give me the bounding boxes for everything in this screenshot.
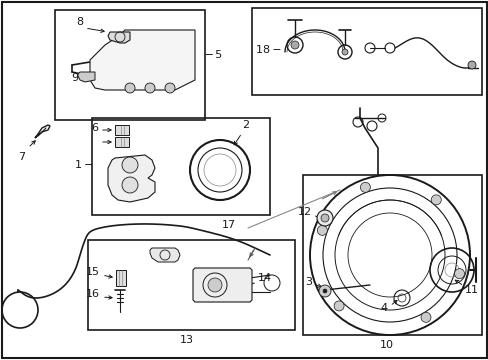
Bar (303, 175, 481, 335)
Polygon shape (108, 32, 130, 43)
Circle shape (122, 157, 138, 173)
Text: 11: 11 (464, 285, 478, 295)
Text: 17: 17 (222, 220, 236, 230)
Text: 10: 10 (379, 340, 393, 350)
Text: 7: 7 (19, 152, 25, 162)
Bar (88, 240, 294, 330)
Text: 16: 16 (86, 289, 100, 299)
Bar (116, 270, 126, 286)
Polygon shape (108, 155, 155, 202)
Text: 1 ─: 1 ─ (75, 160, 92, 170)
Circle shape (318, 285, 330, 297)
Circle shape (317, 225, 326, 235)
Circle shape (122, 177, 138, 193)
Circle shape (145, 83, 155, 93)
Circle shape (164, 83, 175, 93)
Circle shape (125, 83, 135, 93)
Polygon shape (90, 30, 195, 90)
Circle shape (420, 312, 430, 322)
Bar (251, 8, 481, 95)
Circle shape (320, 214, 328, 222)
Polygon shape (150, 248, 180, 262)
Text: 2: 2 (242, 120, 248, 130)
Text: 6: 6 (91, 123, 98, 133)
Text: 15: 15 (86, 267, 100, 277)
Text: ─ 5: ─ 5 (204, 50, 222, 60)
Text: 18 ─: 18 ─ (256, 45, 280, 55)
Text: 14: 14 (258, 273, 271, 283)
Circle shape (454, 269, 464, 279)
Text: 13: 13 (180, 335, 194, 345)
Text: 4: 4 (380, 303, 387, 313)
Bar (55, 10, 204, 120)
Circle shape (323, 289, 326, 293)
Circle shape (360, 183, 369, 192)
Bar (115, 137, 129, 147)
Text: 9: 9 (71, 73, 78, 83)
Circle shape (316, 210, 332, 226)
Circle shape (333, 301, 344, 311)
Circle shape (430, 195, 440, 205)
Polygon shape (78, 72, 95, 82)
Text: 8: 8 (76, 17, 83, 27)
Text: 3: 3 (305, 277, 311, 287)
Circle shape (341, 49, 347, 55)
Circle shape (467, 61, 475, 69)
Polygon shape (193, 268, 251, 302)
Circle shape (290, 41, 298, 49)
Text: 12: 12 (297, 207, 311, 217)
Bar (92, 118, 269, 215)
Bar (115, 125, 129, 135)
Circle shape (207, 278, 222, 292)
